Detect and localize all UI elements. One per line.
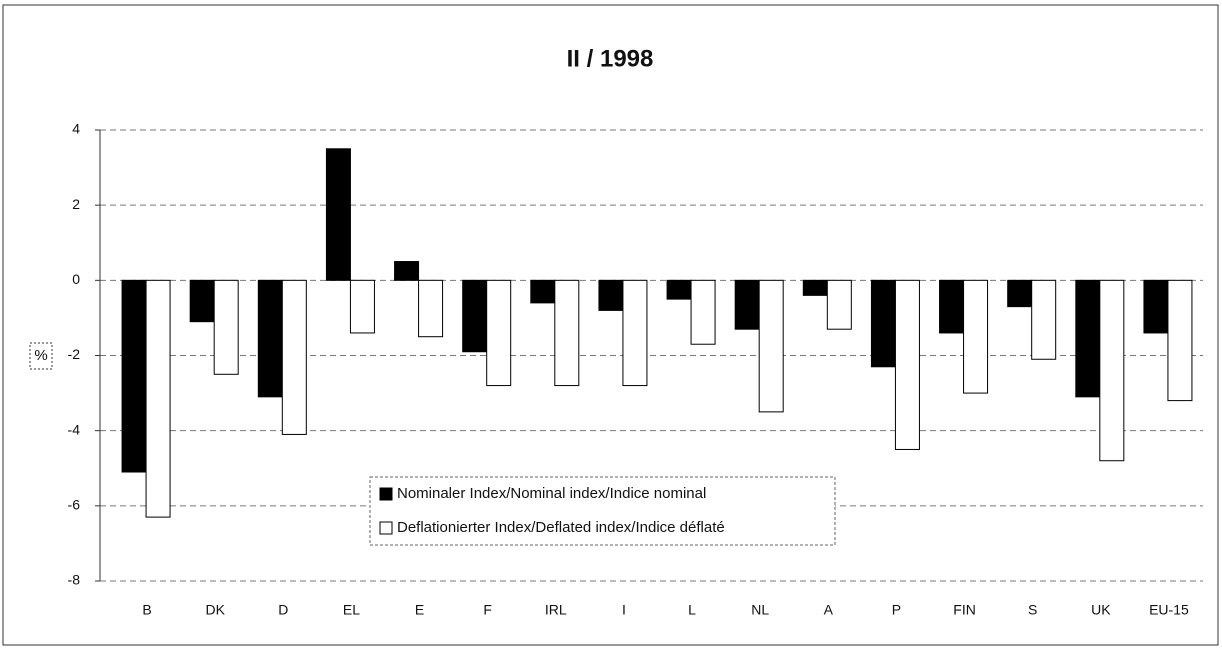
y-tick-label: -2 xyxy=(68,346,81,362)
bar xyxy=(758,279,784,413)
bar xyxy=(213,279,239,375)
bar xyxy=(1007,279,1033,308)
chart-border xyxy=(2,4,1219,646)
bar xyxy=(121,279,147,473)
bar xyxy=(870,279,896,368)
bar xyxy=(802,279,828,296)
bar xyxy=(257,279,283,398)
bar xyxy=(1167,279,1193,402)
legend-swatch xyxy=(379,487,393,501)
x-tick-label: D xyxy=(278,602,288,618)
chart-title: II / 1998 xyxy=(567,45,654,72)
bar xyxy=(281,279,307,435)
x-tick-label: IRL xyxy=(545,602,567,618)
bar xyxy=(189,279,215,323)
legend-box xyxy=(369,476,836,546)
legend-swatch xyxy=(379,521,393,535)
x-tick-label: DK xyxy=(205,602,225,618)
x-tick-label: NL xyxy=(751,602,769,618)
x-tick-label: I xyxy=(622,602,626,618)
bar xyxy=(894,279,920,450)
bar xyxy=(598,279,624,311)
x-tick-label: S xyxy=(1028,602,1037,618)
bar xyxy=(394,261,420,281)
bar xyxy=(1031,279,1057,360)
y-tick-label: 0 xyxy=(72,271,80,287)
bar xyxy=(1075,279,1101,398)
x-tick-label: B xyxy=(142,602,151,618)
y-axis-label: % xyxy=(34,347,47,364)
y-tick-label: -4 xyxy=(68,421,81,437)
x-tick-label: E xyxy=(415,602,424,618)
bar xyxy=(325,148,351,281)
bar xyxy=(666,279,692,300)
x-tick-label: L xyxy=(688,602,696,618)
bar xyxy=(826,279,852,330)
bar xyxy=(462,279,488,353)
x-tick-label: FIN xyxy=(953,602,976,618)
x-tick-label: EU-15 xyxy=(1149,602,1189,618)
legend-label: Deflationierter Index/Deflated index/Ind… xyxy=(397,519,725,536)
bar xyxy=(530,279,556,304)
bar xyxy=(554,279,580,387)
x-tick-label: A xyxy=(824,602,834,618)
bar xyxy=(963,279,989,394)
y-tick-label: 4 xyxy=(72,121,80,137)
y-tick-label: -8 xyxy=(68,572,81,588)
bar xyxy=(486,279,512,387)
bar xyxy=(734,279,760,330)
x-tick-label: UK xyxy=(1091,602,1111,618)
bar xyxy=(622,279,648,387)
x-tick-label: EL xyxy=(343,602,360,618)
bar xyxy=(145,279,171,518)
bar xyxy=(1099,279,1125,462)
bar xyxy=(690,279,716,345)
x-tick-label: F xyxy=(483,602,492,618)
x-tick-label: P xyxy=(892,602,901,618)
bar xyxy=(418,279,444,338)
bar xyxy=(1143,279,1169,334)
y-tick-label: 2 xyxy=(72,196,80,212)
bar xyxy=(939,279,965,334)
legend-label: Nominaler Index/Nominal index/Indice nom… xyxy=(397,485,706,502)
y-tick-label: -6 xyxy=(68,497,81,513)
bar xyxy=(349,279,375,334)
